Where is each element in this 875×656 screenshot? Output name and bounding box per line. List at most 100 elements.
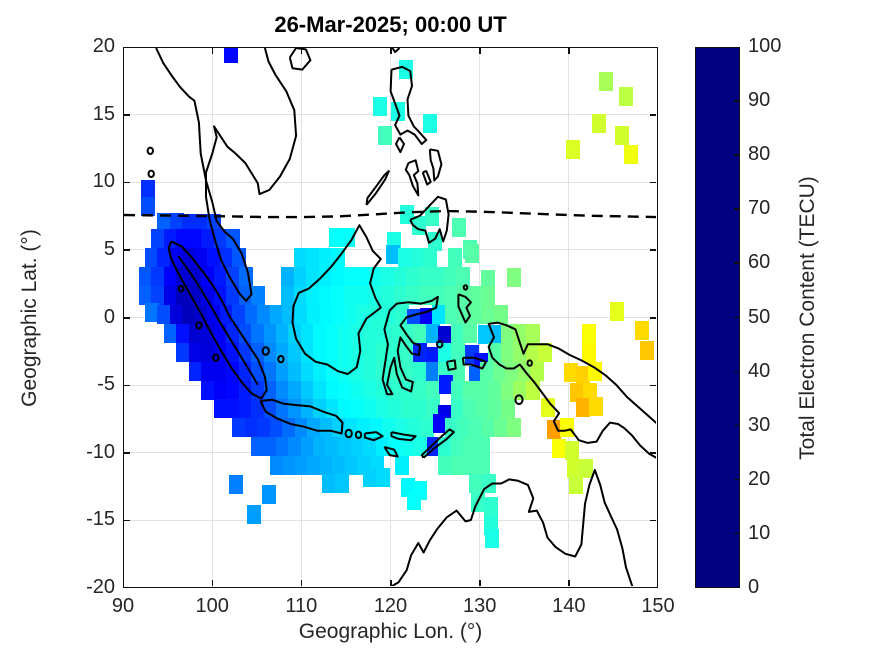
tec-tile (375, 361, 390, 381)
axis-tick (300, 579, 303, 586)
coastline-luzon (389, 65, 428, 145)
axis-tick (300, 48, 303, 54)
colorbar-tick-label: 70 (748, 197, 771, 220)
coastline-mindoro (395, 136, 405, 154)
tec-tile (332, 456, 347, 476)
tec-tile (407, 491, 422, 511)
tec-tile (398, 247, 413, 267)
tec-tile (559, 418, 574, 438)
tec-tile (213, 399, 228, 419)
small-island (354, 430, 363, 439)
tec-tile (213, 229, 228, 249)
tec-tile (257, 304, 272, 324)
tec-tile (564, 441, 579, 461)
tec-tile (247, 504, 262, 524)
tec-tile (619, 87, 634, 107)
tec-tile (481, 269, 496, 289)
tec-tile (318, 266, 333, 286)
colorbar-tick (734, 532, 740, 535)
tec-tile (251, 323, 266, 343)
tec-tile (313, 399, 328, 419)
tec-tile (525, 323, 540, 343)
tec-tile (188, 266, 203, 286)
colorbar-tick-label: 20 (748, 467, 771, 490)
tec-tile (463, 437, 478, 457)
tec-tile (488, 380, 503, 400)
gridline-horizontal (124, 519, 657, 521)
tec-tile (363, 342, 378, 362)
tec-tile (381, 285, 396, 305)
axis-tick (649, 181, 656, 184)
tec-tile (506, 418, 521, 438)
tec-tile (157, 247, 172, 267)
colorbar-tick-label: 50 (748, 305, 771, 328)
tec-tile (263, 437, 278, 457)
axis-tick (124, 47, 130, 48)
tec-tile (213, 361, 228, 381)
tec-tile (322, 473, 337, 493)
tec-tile (413, 323, 428, 343)
tec-tile (369, 304, 384, 324)
gridline-horizontal (124, 181, 657, 183)
axis-tick (479, 48, 481, 54)
tec-tile (639, 341, 654, 361)
tec-tile (201, 342, 216, 362)
coastline-hainan (288, 48, 312, 71)
tec-tile (343, 285, 358, 305)
tec-tile (598, 72, 613, 92)
tec-tile (307, 456, 322, 476)
small-island (177, 285, 185, 293)
y-tick-label: 0 (103, 305, 115, 328)
tec-tile (425, 323, 440, 343)
tec-tile (450, 456, 465, 476)
coastline-taiwan-tip (391, 48, 401, 54)
tec-tile (443, 285, 458, 305)
colorbar (695, 47, 740, 588)
small-island (261, 346, 270, 356)
tec-tile (331, 285, 346, 305)
axis-tick (211, 579, 214, 586)
tec-tile (425, 399, 440, 419)
tec-tile (325, 342, 340, 362)
tec-tile (494, 304, 509, 324)
tec-tile (151, 229, 166, 249)
tec-tile (188, 229, 203, 249)
colorbar-tick (734, 424, 740, 427)
tec-tile (406, 285, 421, 305)
tec-tile (176, 229, 191, 249)
tec-tile (338, 361, 353, 381)
tec-tile (169, 212, 184, 232)
tec-tile (463, 399, 478, 419)
tec-tile (488, 399, 503, 419)
tec-tile (163, 323, 178, 343)
y-tick-label: 15 (92, 102, 115, 125)
tec-tile (201, 361, 216, 381)
tec-tile (350, 361, 365, 381)
tec-tile (194, 214, 209, 234)
tec-tile (407, 418, 422, 438)
tec-tile (500, 399, 515, 419)
tec-tile (232, 418, 247, 438)
tec-tile (251, 437, 266, 457)
tec-tile (201, 229, 216, 249)
tec-tile (418, 285, 433, 305)
tec-tile (413, 437, 428, 457)
tec-tile (413, 380, 428, 400)
tec-tile (257, 418, 272, 438)
tec-tile (294, 418, 309, 438)
coastline-java (259, 398, 344, 435)
tec-tile (623, 145, 638, 165)
tec-tile (300, 323, 315, 343)
tec-tile (388, 323, 403, 343)
tec-tile (388, 437, 403, 457)
tec-tile (307, 304, 322, 324)
tec-tile (413, 399, 428, 419)
tec-tile (373, 96, 388, 116)
colorbar-tick (734, 316, 740, 318)
tec-tile (313, 380, 328, 400)
tec-tile (614, 126, 629, 146)
y-tick-label: 5 (103, 237, 115, 260)
tec-tile (157, 212, 172, 232)
colorbar-tick-label: 0 (748, 576, 760, 598)
